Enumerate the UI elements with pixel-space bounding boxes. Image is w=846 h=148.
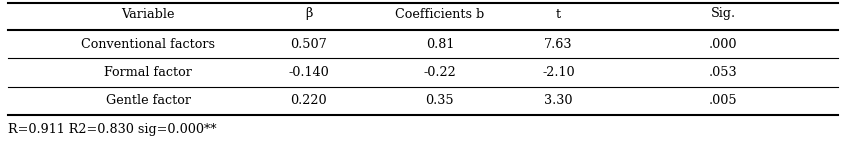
Text: Formal factor: Formal factor — [104, 66, 192, 78]
Text: 7.63: 7.63 — [544, 37, 573, 50]
Text: .053: .053 — [709, 66, 738, 78]
Text: R=0.911 R2=0.830 sig=0.000**: R=0.911 R2=0.830 sig=0.000** — [8, 123, 217, 136]
Text: Conventional factors: Conventional factors — [81, 37, 215, 50]
Text: -0.140: -0.140 — [288, 66, 329, 78]
Text: 0.507: 0.507 — [290, 37, 327, 50]
Text: Coefficients b: Coefficients b — [395, 8, 485, 21]
Text: 0.35: 0.35 — [426, 95, 454, 107]
Text: Gentle factor: Gentle factor — [106, 95, 190, 107]
Text: 0.220: 0.220 — [290, 95, 327, 107]
Text: β: β — [305, 8, 312, 21]
Text: Variable: Variable — [121, 8, 175, 21]
Text: -0.22: -0.22 — [424, 66, 456, 78]
Text: .005: .005 — [709, 95, 738, 107]
Text: .000: .000 — [709, 37, 738, 50]
Text: -2.10: -2.10 — [542, 66, 574, 78]
Text: 0.81: 0.81 — [426, 37, 454, 50]
Text: 3.30: 3.30 — [544, 95, 573, 107]
Text: Sig.: Sig. — [711, 8, 736, 21]
Text: t: t — [556, 8, 561, 21]
